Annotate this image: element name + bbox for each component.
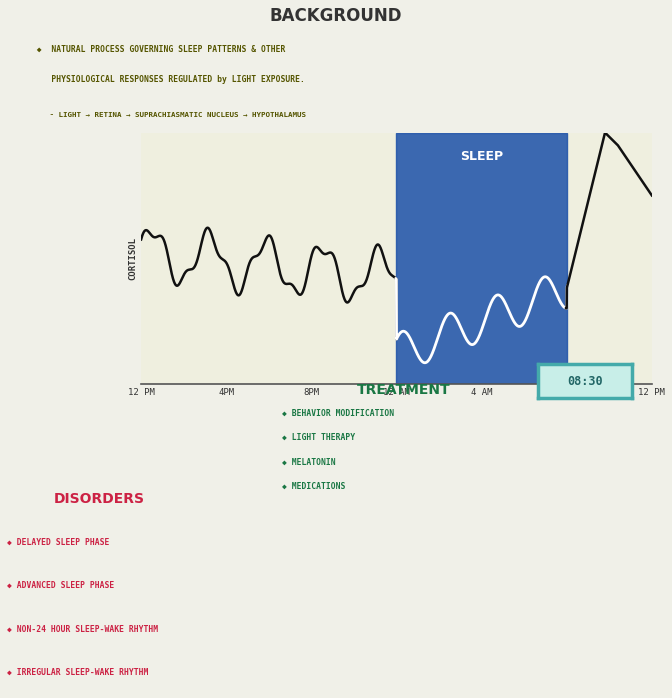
Y-axis label: CORTISOL: CORTISOL <box>128 237 137 280</box>
Text: SLEEP: SLEEP <box>460 150 503 163</box>
Text: ◆ MELATONIN: ◆ MELATONIN <box>282 457 336 466</box>
Text: ◆ LIGHT THERAPY: ◆ LIGHT THERAPY <box>282 433 355 442</box>
Text: BACKGROUND: BACKGROUND <box>269 7 403 25</box>
Text: 08:30: 08:30 <box>566 375 603 387</box>
Text: TREATMENT: TREATMENT <box>356 383 450 396</box>
Text: ◆ IRREGULAR SLEEP-WAKE RHYTHM: ◆ IRREGULAR SLEEP-WAKE RHYTHM <box>7 668 148 676</box>
Text: ◆ NON-24 HOUR SLEEP-WAKE RHYTHM: ◆ NON-24 HOUR SLEEP-WAKE RHYTHM <box>7 625 158 633</box>
Text: ◆ MEDICATIONS: ◆ MEDICATIONS <box>282 482 345 491</box>
Text: ◆  NATURAL PROCESS GOVERNING SLEEP PATTERNS & OTHER: ◆ NATURAL PROCESS GOVERNING SLEEP PATTER… <box>27 45 285 54</box>
Text: ◆ BEHAVIOR MODIFICATION: ◆ BEHAVIOR MODIFICATION <box>282 408 394 417</box>
Text: DISORDERS: DISORDERS <box>54 493 144 507</box>
Text: ◆ ADVANCED SLEEP PHASE: ◆ ADVANCED SLEEP PHASE <box>7 581 114 590</box>
Text: PHYSIOLOGICAL RESPONSES REGULATED by LIGHT EXPOSURE.: PHYSIOLOGICAL RESPONSES REGULATED by LIG… <box>27 75 305 84</box>
Text: ◆ DELAYED SLEEP PHASE: ◆ DELAYED SLEEP PHASE <box>7 538 109 547</box>
Bar <box>396 133 566 384</box>
Text: - LIGHT → RETINA → SUPRACHIASMATIC NUCLEUS → HYPOTHALAMUS: - LIGHT → RETINA → SUPRACHIASMATIC NUCLE… <box>27 112 306 118</box>
